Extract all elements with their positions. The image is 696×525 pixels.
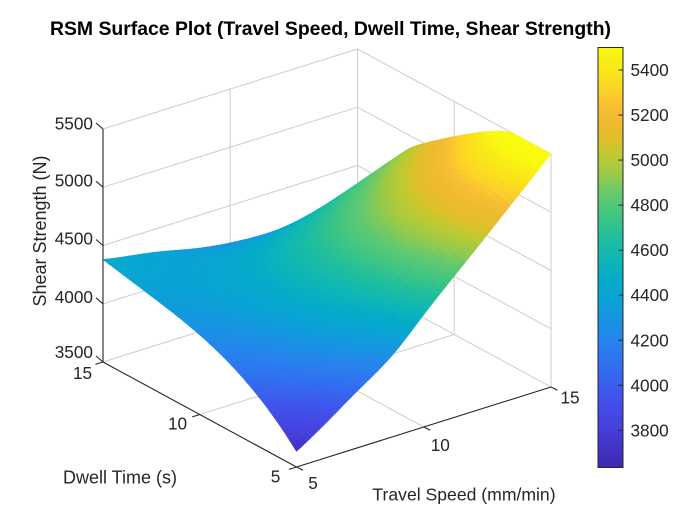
svg-text:RSM Surface Plot (Travel Speed: RSM Surface Plot (Travel Speed, Dwell Ti… xyxy=(50,18,611,40)
svg-text:Travel Speed (mm/min): Travel Speed (mm/min) xyxy=(372,485,555,505)
svg-text:5: 5 xyxy=(308,473,318,493)
svg-text:3800: 3800 xyxy=(631,420,669,440)
svg-text:4500: 4500 xyxy=(55,229,93,249)
svg-text:5400: 5400 xyxy=(631,60,669,80)
svg-text:4000: 4000 xyxy=(631,375,669,395)
svg-text:5000: 5000 xyxy=(55,170,93,190)
svg-text:5500: 5500 xyxy=(55,114,93,134)
svg-text:Shear Strength (N): Shear Strength (N) xyxy=(30,155,50,306)
svg-text:3500: 3500 xyxy=(55,342,93,362)
svg-text:15: 15 xyxy=(560,388,579,408)
svg-text:Dwell Time (s): Dwell Time (s) xyxy=(63,468,177,488)
svg-text:15: 15 xyxy=(73,363,92,383)
svg-text:4200: 4200 xyxy=(631,330,669,350)
svg-text:5200: 5200 xyxy=(631,105,669,125)
svg-text:4000: 4000 xyxy=(55,287,93,307)
svg-text:4800: 4800 xyxy=(631,195,669,215)
svg-text:10: 10 xyxy=(431,435,450,455)
svg-text:4600: 4600 xyxy=(631,240,669,260)
svg-text:5: 5 xyxy=(271,467,281,487)
svg-text:10: 10 xyxy=(168,414,187,434)
svg-text:5000: 5000 xyxy=(631,150,669,170)
svg-text:4400: 4400 xyxy=(631,285,669,305)
